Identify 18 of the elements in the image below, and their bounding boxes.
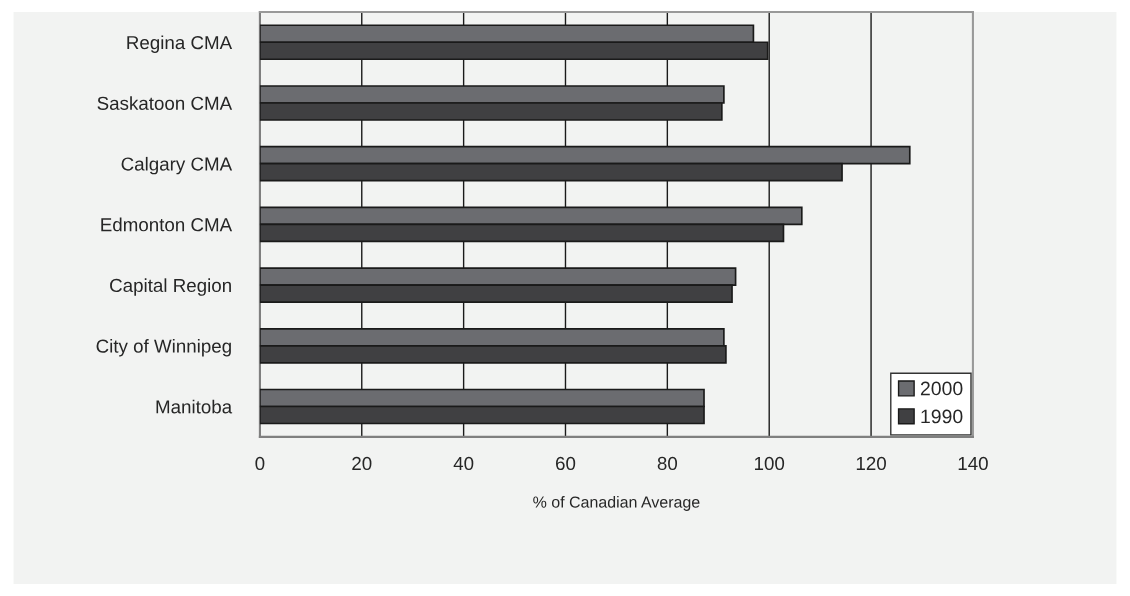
y-tick-label: Saskatoon CMA [97,96,233,110]
x-axis-title: % of Canadian Average [533,496,700,511]
y-tick-label: Calgary CMA [121,156,233,175]
x-tick-label: 80 [657,456,678,471]
y-tick-label: Edmonton CMA [101,217,233,232]
x-tick-label: 40 [453,456,474,471]
y-tick-label: Capital Region [110,278,231,296]
y-tick-label: City of Winnipeg [96,339,231,357]
y-tick-label: Regina CMA [127,35,233,53]
x-tick-label: 140 [958,456,988,471]
x-tick-label: 0 [255,456,265,471]
y-tick-label: Manitoba [156,399,233,414]
x-tick-label: 100 [755,456,785,471]
x-tick-label: 120 [856,456,886,471]
legend-label: 2000 [920,381,963,396]
legend-label: 1990 [921,409,963,424]
x-tick-label: 60 [556,456,576,471]
x-tick-label: 20 [352,456,372,471]
